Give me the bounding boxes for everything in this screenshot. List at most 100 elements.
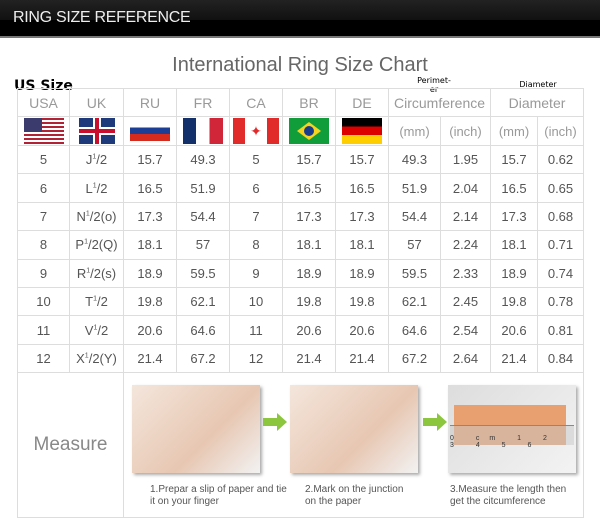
cell-br: 21.4 — [282, 343, 336, 374]
flag-row: ✦ (mm) (inch) (mm) (inch) — [17, 116, 584, 146]
cell-uk: R1/2(s) — [69, 258, 124, 288]
step-2-caption: 2.Mark on the junction on the paper — [305, 484, 404, 507]
cell-fr: 59.5 — [176, 258, 230, 288]
unit-dia-mm: (mm) — [490, 116, 538, 146]
cell-uk: J1/2 — [69, 144, 124, 175]
cell-ru: 15.7 — [123, 144, 177, 175]
cell-de: 18.9 — [335, 258, 389, 288]
cell-d-in: 0.81 — [537, 315, 584, 345]
cell-c-in: 2.64 — [440, 343, 491, 374]
uk-size-part: J — [85, 152, 93, 168]
col-usa: USA — [17, 88, 70, 117]
cell-br: 20.6 — [282, 315, 336, 345]
brazil-flag-icon — [289, 118, 329, 144]
cell-de: 16.5 — [335, 173, 389, 203]
cell-c-in: 2.33 — [440, 258, 491, 288]
cell-ca: 8 — [229, 230, 283, 260]
col-diameter: Diameter — [490, 88, 584, 117]
russia-flag-icon — [130, 121, 170, 141]
diameter-annotation: Diameter — [519, 80, 557, 89]
cell-ru: 20.6 — [123, 315, 177, 345]
header-row: USA UK RU FR CA BR DE Circumference Diam… — [17, 88, 584, 117]
uk-size-part: T — [85, 294, 94, 310]
ruler: 0 cm 1 2 3 4 5 6 — [450, 425, 574, 449]
step-2-photo — [290, 385, 418, 473]
uk-size-part: 1 — [92, 182, 97, 190]
cell-de: 15.7 — [335, 144, 389, 175]
table-row: 10 T1/2 19.8 62.1 10 19.8 19.8 62.1 2.45 19.8 0.78 — [17, 286, 584, 317]
cell-d-mm: 20.6 — [490, 315, 538, 345]
cell-fr: 54.4 — [176, 201, 230, 232]
cell-d-mm: 19.8 — [490, 286, 538, 317]
cell-usa: 10 — [17, 286, 70, 317]
cell-fr: 49.3 — [176, 144, 230, 175]
us-flag-icon — [23, 118, 64, 144]
uk-size-part: R — [76, 265, 87, 281]
uk-size-part: /2 — [97, 322, 109, 338]
cell-c-in: 2.04 — [440, 173, 491, 203]
cell-d-mm: 17.3 — [490, 201, 538, 232]
cell-c-mm: 57 — [388, 230, 441, 260]
cell-de: 17.3 — [335, 201, 389, 232]
cell-usa: 9 — [17, 258, 70, 288]
cell-br: 16.5 — [282, 173, 336, 203]
table-row: 11 V1/2 20.6 64.6 11 20.6 20.6 64.6 2.54 20.6 0.81 — [17, 315, 584, 345]
table-row: 7 N1/2(o) 17.3 54.4 7 17.3 17.3 54.4 2.14 17.3 0.6… — [17, 201, 584, 232]
table-row: 5 J1/2 15.7 49.3 5 15.7 15.7 49.3 1.95 15.7 0.62 — [17, 144, 584, 175]
cell-ca: 11 — [229, 315, 283, 345]
table-row: 8 P1/2(Q) 18.1 57 8 18.1 18.1 57 2.24 18.1 0.71 — [17, 230, 584, 260]
unit-circ-inch: (inch) — [440, 116, 491, 146]
cell-usa: 8 — [17, 230, 70, 260]
cell-d-in: 0.62 — [537, 144, 584, 175]
uk-size-part: /2(Y) — [88, 350, 117, 366]
cell-de: 21.4 — [335, 343, 389, 374]
cell-d-in: 0.71 — [537, 230, 584, 260]
cell-d-in: 0.68 — [537, 201, 584, 232]
cell-d-in: 0.65 — [537, 173, 584, 203]
unit-dia-inch: (inch) — [537, 116, 584, 146]
cell-d-mm: 16.5 — [490, 173, 538, 203]
measure-label: Measure — [17, 372, 124, 519]
uk-size-part: 1 — [86, 267, 91, 275]
cell-ca: 6 — [229, 173, 283, 203]
cell-br: 17.3 — [282, 201, 336, 232]
cell-c-in: 2.45 — [440, 286, 491, 317]
cell-fr: 62.1 — [176, 286, 230, 317]
col-de: DE — [335, 88, 389, 117]
cell-fr: 57 — [176, 230, 230, 260]
uk-size-part: /2 — [96, 180, 108, 196]
uk-size-part: /2 — [96, 152, 108, 168]
cell-uk: P1/2(Q) — [69, 230, 124, 260]
cell-uk: T1/2 — [69, 286, 124, 317]
cell-ru: 19.8 — [123, 286, 177, 317]
cell-br: 18.9 — [282, 258, 336, 288]
cell-ru: 18.9 — [123, 258, 177, 288]
cell-de: 20.6 — [335, 315, 389, 345]
cell-usa: 7 — [17, 201, 70, 232]
cell-ru: 21.4 — [123, 343, 177, 374]
uk-size-part: /2(s) — [90, 265, 117, 281]
cell-d-mm: 21.4 — [490, 343, 538, 374]
header-bar: RING SIZE REFERENCE — [0, 0, 600, 38]
uk-size-part: 1 — [84, 239, 88, 247]
header-title: RING SIZE REFERENCE — [13, 9, 191, 26]
cell-c-in: 2.14 — [440, 201, 491, 232]
table-row: 12 X1/2(Y) 21.4 67.2 12 21.4 21.4 67.2 2.64 21.4 0… — [17, 343, 584, 374]
step-3-caption: 3.Measure the length then get the citcum… — [450, 484, 567, 507]
cell-ru: 18.1 — [123, 230, 177, 260]
table-row: 9 R1/2(s) 18.9 59.5 9 18.9 18.9 59.5 2.33 18.9 0.7… — [17, 258, 584, 288]
cell-ca: 5 — [229, 144, 283, 175]
cell-ru: 16.5 — [123, 173, 177, 203]
cell-d-in: 0.84 — [537, 343, 584, 374]
step-1-caption: 1.Prepar a slip of paper and tie it on y… — [150, 484, 287, 507]
cell-usa: 6 — [17, 173, 70, 203]
cell-c-mm: 51.9 — [388, 173, 441, 203]
col-ca: CA — [229, 88, 283, 117]
ring-size-table: USA UK RU FR CA BR DE Circumference Diam… — [17, 88, 584, 519]
cell-ca: 7 — [229, 201, 283, 232]
cell-c-mm: 54.4 — [388, 201, 441, 232]
cell-uk: N1/2(o) — [69, 201, 124, 232]
cell-ca: 9 — [229, 258, 283, 288]
cell-usa: 12 — [17, 343, 70, 374]
step-3-photo: 0 cm 1 2 3 4 5 6 — [448, 385, 576, 473]
